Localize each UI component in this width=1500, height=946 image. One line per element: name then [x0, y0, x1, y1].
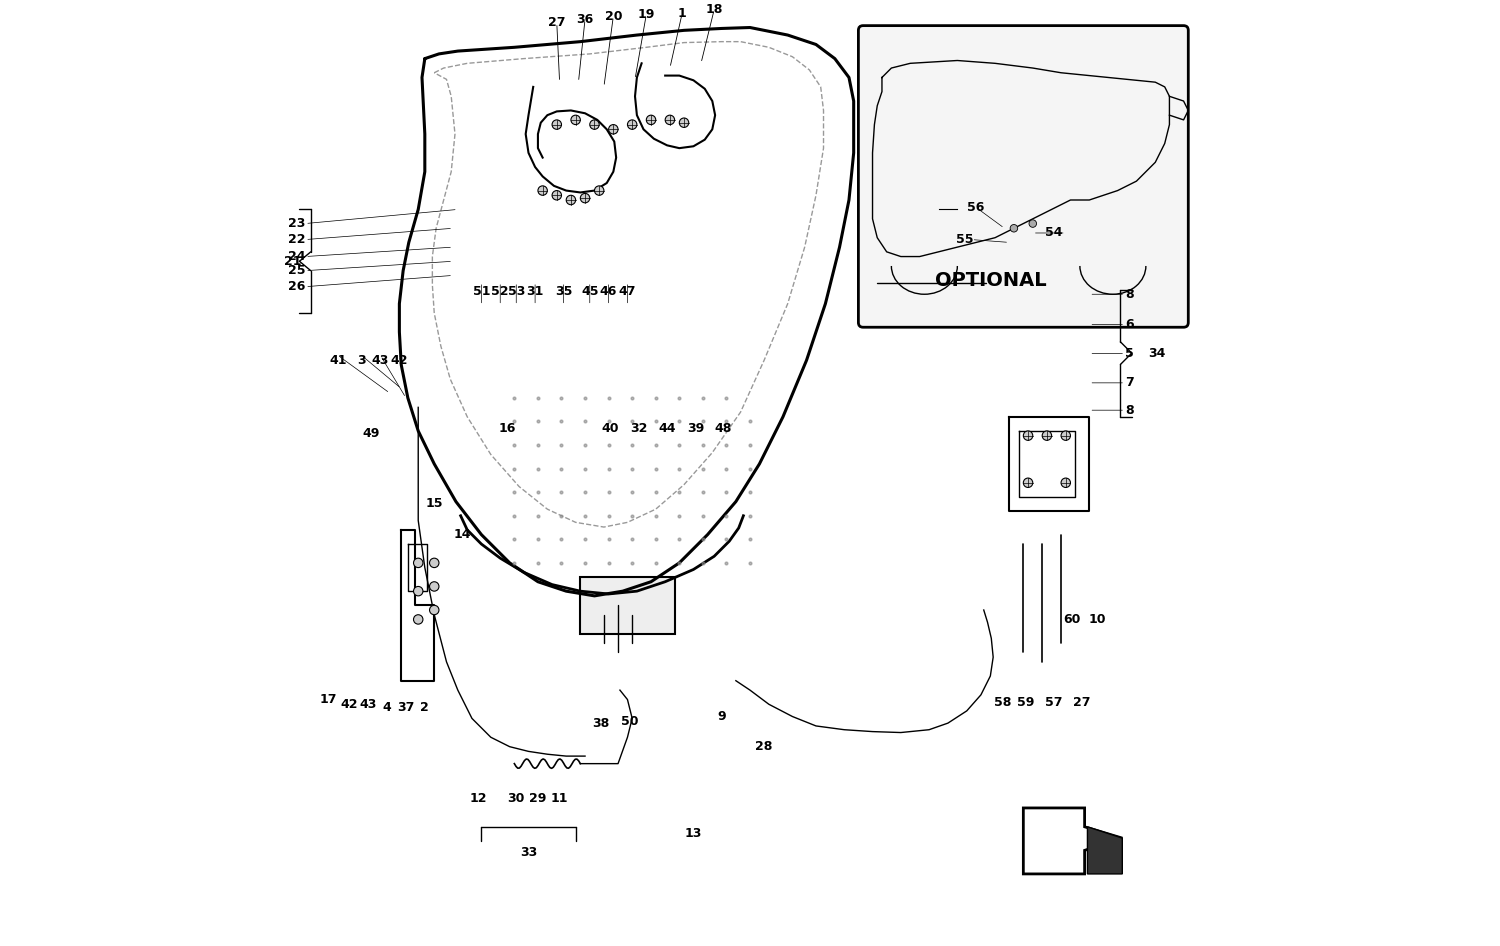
- Circle shape: [1010, 224, 1017, 232]
- Text: 29: 29: [530, 792, 546, 805]
- Text: 39: 39: [687, 422, 703, 434]
- Circle shape: [609, 125, 618, 134]
- Text: 35: 35: [555, 285, 572, 298]
- Text: 23: 23: [288, 217, 304, 230]
- Text: 45: 45: [580, 285, 598, 298]
- Text: 50: 50: [621, 715, 638, 727]
- Text: 38: 38: [592, 717, 609, 729]
- Text: 14: 14: [454, 528, 471, 541]
- Text: 32: 32: [630, 422, 648, 434]
- Text: 31: 31: [526, 285, 544, 298]
- Text: 40: 40: [602, 422, 619, 434]
- Text: 10: 10: [1088, 613, 1106, 626]
- Text: 57: 57: [1046, 696, 1062, 709]
- Text: 51: 51: [472, 285, 490, 298]
- Text: 44: 44: [658, 422, 676, 434]
- Text: 49: 49: [363, 428, 380, 440]
- Circle shape: [1042, 431, 1052, 440]
- Text: 53: 53: [507, 285, 525, 298]
- Text: 20: 20: [604, 9, 622, 23]
- Circle shape: [429, 605, 439, 615]
- Text: 52: 52: [492, 285, 508, 298]
- Polygon shape: [1088, 827, 1122, 874]
- FancyBboxPatch shape: [858, 26, 1188, 327]
- Text: 8: 8: [1125, 404, 1134, 416]
- Circle shape: [1060, 478, 1071, 487]
- Text: 11: 11: [550, 792, 568, 805]
- Text: 36: 36: [576, 12, 594, 26]
- Circle shape: [627, 120, 638, 130]
- Text: 2: 2: [420, 701, 429, 713]
- Text: 15: 15: [426, 497, 442, 510]
- Text: 59: 59: [1017, 696, 1035, 709]
- Circle shape: [538, 185, 548, 195]
- Circle shape: [1029, 219, 1036, 227]
- Text: 6: 6: [1125, 318, 1134, 331]
- Circle shape: [590, 120, 598, 130]
- Text: 41: 41: [330, 354, 346, 367]
- Text: 27: 27: [548, 16, 566, 29]
- Text: 5: 5: [1125, 347, 1134, 360]
- Text: 60: 60: [1064, 613, 1082, 626]
- Text: 34: 34: [1148, 347, 1166, 360]
- Text: 54: 54: [1046, 226, 1062, 239]
- Text: 58: 58: [994, 696, 1011, 709]
- Circle shape: [552, 120, 561, 130]
- Circle shape: [580, 193, 590, 202]
- Text: 28: 28: [756, 740, 772, 753]
- Text: 46: 46: [600, 285, 618, 298]
- Text: 8: 8: [1125, 288, 1134, 301]
- Circle shape: [1060, 431, 1071, 440]
- Text: 42: 42: [390, 354, 408, 367]
- Circle shape: [646, 115, 656, 125]
- Polygon shape: [1023, 808, 1122, 874]
- Text: 4: 4: [382, 701, 392, 713]
- Circle shape: [414, 587, 423, 596]
- Text: 17: 17: [320, 693, 338, 706]
- Text: 33: 33: [520, 846, 537, 859]
- Circle shape: [566, 195, 576, 204]
- Bar: [580, 577, 675, 634]
- Text: 27: 27: [1072, 696, 1090, 709]
- Text: 13: 13: [686, 827, 702, 840]
- Text: 42: 42: [340, 698, 358, 710]
- Text: OPTIONAL: OPTIONAL: [934, 271, 1046, 289]
- Text: 24: 24: [288, 250, 304, 263]
- Text: 18: 18: [705, 3, 723, 16]
- Circle shape: [429, 582, 439, 591]
- Text: 3: 3: [357, 354, 366, 367]
- Text: 19: 19: [638, 8, 656, 21]
- Circle shape: [664, 115, 675, 125]
- Text: 55: 55: [956, 233, 974, 246]
- Circle shape: [572, 115, 580, 125]
- Text: 43: 43: [360, 698, 376, 710]
- Text: 22: 22: [288, 233, 304, 246]
- Text: 47: 47: [618, 285, 636, 298]
- Circle shape: [1023, 431, 1034, 440]
- Text: 21: 21: [284, 254, 302, 268]
- Circle shape: [1023, 478, 1034, 487]
- Text: 37: 37: [398, 701, 414, 713]
- Circle shape: [594, 185, 604, 195]
- Circle shape: [414, 615, 423, 624]
- Circle shape: [680, 118, 688, 128]
- Text: 9: 9: [717, 710, 726, 723]
- Circle shape: [552, 190, 561, 200]
- Circle shape: [429, 558, 439, 568]
- Text: 48: 48: [716, 422, 732, 434]
- Circle shape: [414, 558, 423, 568]
- Text: 25: 25: [288, 264, 304, 277]
- Text: 16: 16: [498, 422, 516, 434]
- Text: 56: 56: [966, 201, 984, 214]
- Text: 1: 1: [678, 7, 687, 20]
- Text: 26: 26: [288, 280, 304, 293]
- Text: 7: 7: [1125, 377, 1134, 390]
- Text: 30: 30: [507, 792, 525, 805]
- Text: 43: 43: [372, 354, 388, 367]
- Text: 12: 12: [470, 792, 488, 805]
